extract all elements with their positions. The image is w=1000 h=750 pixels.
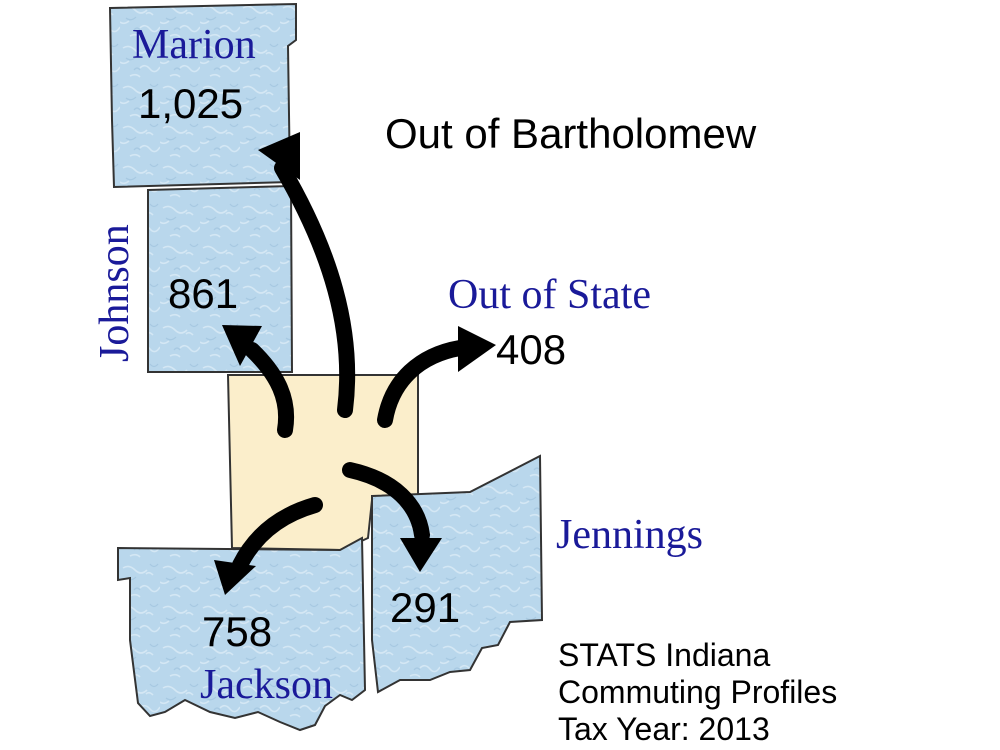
johnson-county-shape bbox=[147, 184, 294, 373]
jennings-value: 291 bbox=[390, 584, 460, 631]
jackson-county-shape bbox=[117, 536, 367, 732]
flow-arrow-johnson bbox=[244, 342, 294, 438]
arrowhead-jennings bbox=[400, 538, 442, 572]
flow-arrow-jennings bbox=[342, 462, 430, 543]
jackson-value: 758 bbox=[202, 608, 272, 655]
source-line-3: Tax Year: 2013 bbox=[558, 711, 770, 747]
out-of-state-label: Out of State bbox=[448, 272, 651, 318]
johnson-label: Johnson bbox=[92, 224, 138, 362]
jackson-label: Jackson bbox=[200, 662, 333, 708]
johnson-value: 861 bbox=[168, 270, 238, 317]
source-line-1: STATS Indiana bbox=[558, 637, 770, 673]
arrowhead-johnson bbox=[222, 325, 262, 366]
arrowhead-jackson bbox=[214, 560, 256, 595]
source-line-2: Commuting Profiles bbox=[558, 674, 837, 710]
flow-arrow-out-of-state bbox=[377, 340, 468, 428]
flow-arrow-jackson bbox=[232, 497, 323, 573]
arrowhead-marion bbox=[258, 132, 300, 180]
marion-value: 1,025 bbox=[138, 80, 243, 127]
flow-arrow-marion bbox=[274, 160, 356, 418]
out-of-state-value: 408 bbox=[496, 326, 566, 373]
map-title: Out of Bartholomew bbox=[385, 110, 757, 157]
marion-label: Marion bbox=[132, 22, 256, 68]
marion-county-shape bbox=[108, 2, 297, 189]
jennings-label: Jennings bbox=[556, 512, 703, 558]
arrowhead-out-of-state bbox=[458, 326, 496, 372]
